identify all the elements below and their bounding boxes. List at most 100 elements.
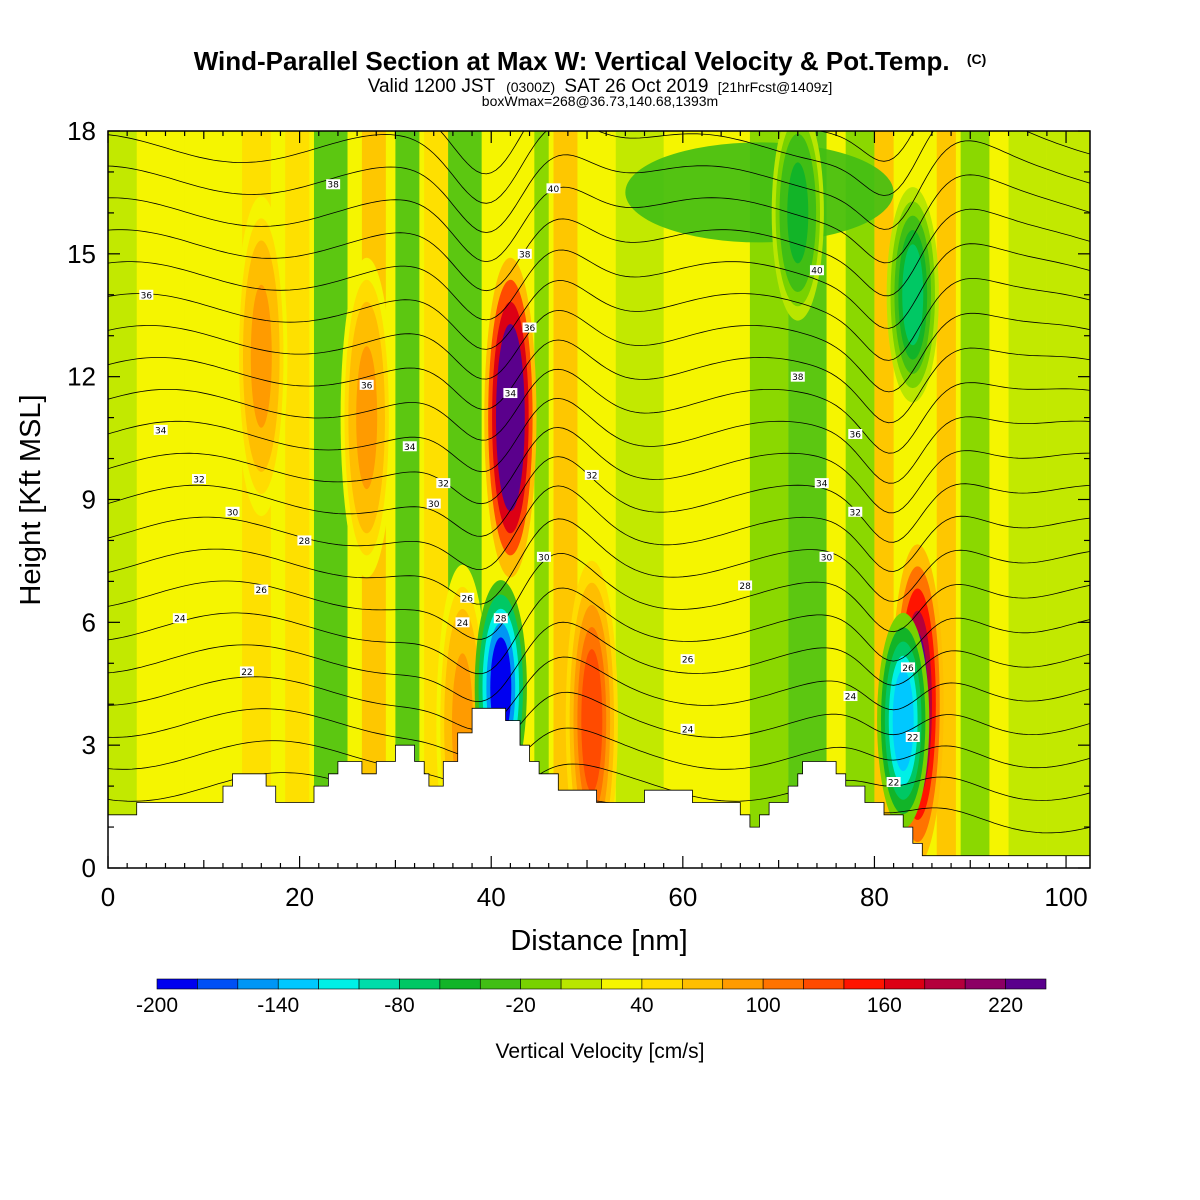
contour-label-box: [239, 666, 254, 677]
colorbar: -200 -140 -80 -20 40 100 160 220: [136, 978, 1047, 1017]
velocity-band: [615, 131, 664, 868]
updraft-core: [250, 284, 272, 428]
colorbar-swatch: [884, 978, 926, 990]
y-tick-label: 18: [67, 116, 96, 146]
velocity-band: [395, 131, 420, 868]
theta-contour: [108, 278, 1090, 361]
contour-label-box: [460, 592, 475, 603]
contour-label-box: [436, 478, 451, 489]
contour-label-box: [536, 551, 551, 562]
theta-contour: [108, 518, 1090, 605]
velocity-band: [960, 131, 990, 868]
colorbar-label: -140: [257, 994, 299, 1017]
velocity-band: [692, 131, 750, 868]
colorbar-label: -20: [506, 994, 536, 1017]
contour-label-box: [402, 441, 417, 452]
theta-contour: [108, 174, 1090, 264]
velocity-cores: [235, 131, 944, 868]
updraft-core: [356, 346, 378, 490]
max-w-info: boxWmax=268@36.73,140.68,1393m: [482, 93, 718, 109]
valid-time: Valid 1200 JST: [368, 76, 496, 97]
contour-label-box: [359, 379, 374, 390]
colorbar-swatch: [722, 978, 764, 990]
contour-label-box: [517, 248, 532, 259]
theta-contour: [108, 621, 1090, 703]
colorbar-swatch: [439, 978, 481, 990]
contour-label-box: [680, 723, 695, 734]
valid-time-utc: (0300Z): [506, 79, 555, 95]
velocity-band: [184, 131, 223, 868]
colorbar-swatch: [762, 978, 804, 990]
x-tick-label: 20: [285, 882, 314, 912]
y-axis-label: Height [Kft MSL]: [15, 394, 47, 605]
x-tick-label: 80: [860, 882, 889, 912]
colorbar-swatch: [682, 978, 724, 990]
velocity-band: [313, 131, 348, 868]
contour-label-box: [455, 617, 470, 628]
contour-label: 36: [141, 291, 153, 301]
theta-contour: [108, 243, 1090, 329]
downdraft-core: [902, 244, 924, 346]
colorbar-swatch: [156, 978, 198, 990]
contour-label: 36: [524, 324, 536, 334]
contour-label: 22: [907, 733, 918, 743]
svg-text:Wind-Parallel Section at Max W: Wind-Parallel Section at Max W: Vertical…: [194, 46, 987, 76]
contour-label-box: [522, 322, 537, 333]
contour-label-box: [790, 371, 805, 382]
contour-label: 40: [811, 267, 823, 277]
colorbar-swatch: [924, 978, 966, 990]
contour-label: 24: [174, 615, 186, 625]
chart-title: Wind-Parallel Section at Max W: Vertical…: [194, 46, 987, 109]
contour-label: 36: [361, 381, 373, 391]
colorbar-label: -80: [384, 994, 414, 1017]
contour-label-box: [809, 265, 824, 276]
contour-label-box: [843, 691, 858, 702]
contour-label: 34: [155, 426, 167, 436]
upper-downdraft-region: [625, 142, 894, 243]
contour-label-box: [172, 613, 187, 624]
colorbar-label: -200: [136, 994, 178, 1017]
updraft-core: [581, 649, 603, 793]
velocity-band: [1008, 131, 1047, 868]
contour-label: 28: [299, 537, 311, 547]
contour-label: 32: [193, 476, 204, 486]
contour-label-box: [905, 731, 920, 742]
theta-contour-labels: 38 40 38 40 36 36 38 36 34 34 36 34 32 32 34 32 30 30 32 28…: [139, 179, 920, 789]
theta-contour: [108, 656, 1090, 731]
x-axis-label: Distance [nm]: [510, 925, 687, 957]
theta-contour: [108, 691, 1090, 759]
downdraft-core: [892, 670, 914, 772]
copyright-mark: (C): [967, 51, 986, 67]
theta-contour: [108, 485, 1090, 572]
contour-label-box: [900, 662, 915, 673]
x-axis-ticks: 0 20 40 60 80 100: [101, 131, 1088, 912]
y-tick-label: 0: [82, 853, 96, 883]
theta-contour: [108, 309, 1090, 393]
theta-contour: [108, 427, 1090, 514]
contour-label-box: [192, 474, 207, 485]
y-tick-label: 12: [67, 362, 96, 392]
x-tick-label: 0: [101, 882, 115, 912]
contour-label: 22: [241, 668, 252, 678]
contour-label-box: [819, 551, 834, 562]
contour-label: 26: [682, 656, 694, 666]
theta-contour: [108, 208, 1090, 297]
contour-label: 32: [586, 471, 597, 481]
y-tick-label: 6: [82, 607, 96, 637]
terrain-mask: [108, 707, 1090, 868]
contour-label: 26: [462, 594, 474, 604]
theta-contour: [108, 552, 1090, 640]
contour-label: 34: [816, 480, 828, 490]
contour-label-box: [153, 424, 168, 435]
colorbar-swatch: [1005, 978, 1047, 990]
theta-contour: [108, 763, 1090, 814]
x-tick-label: 100: [1044, 882, 1087, 912]
contour-label-box: [493, 613, 508, 624]
contour-label: 24: [845, 693, 857, 703]
colorbar-label: 100: [746, 994, 781, 1017]
contour-label: 26: [256, 586, 268, 596]
contour-label: 34: [505, 390, 517, 400]
velocity-band: [285, 131, 310, 868]
contour-label: 38: [327, 181, 339, 191]
contour-label: 28: [495, 615, 507, 625]
